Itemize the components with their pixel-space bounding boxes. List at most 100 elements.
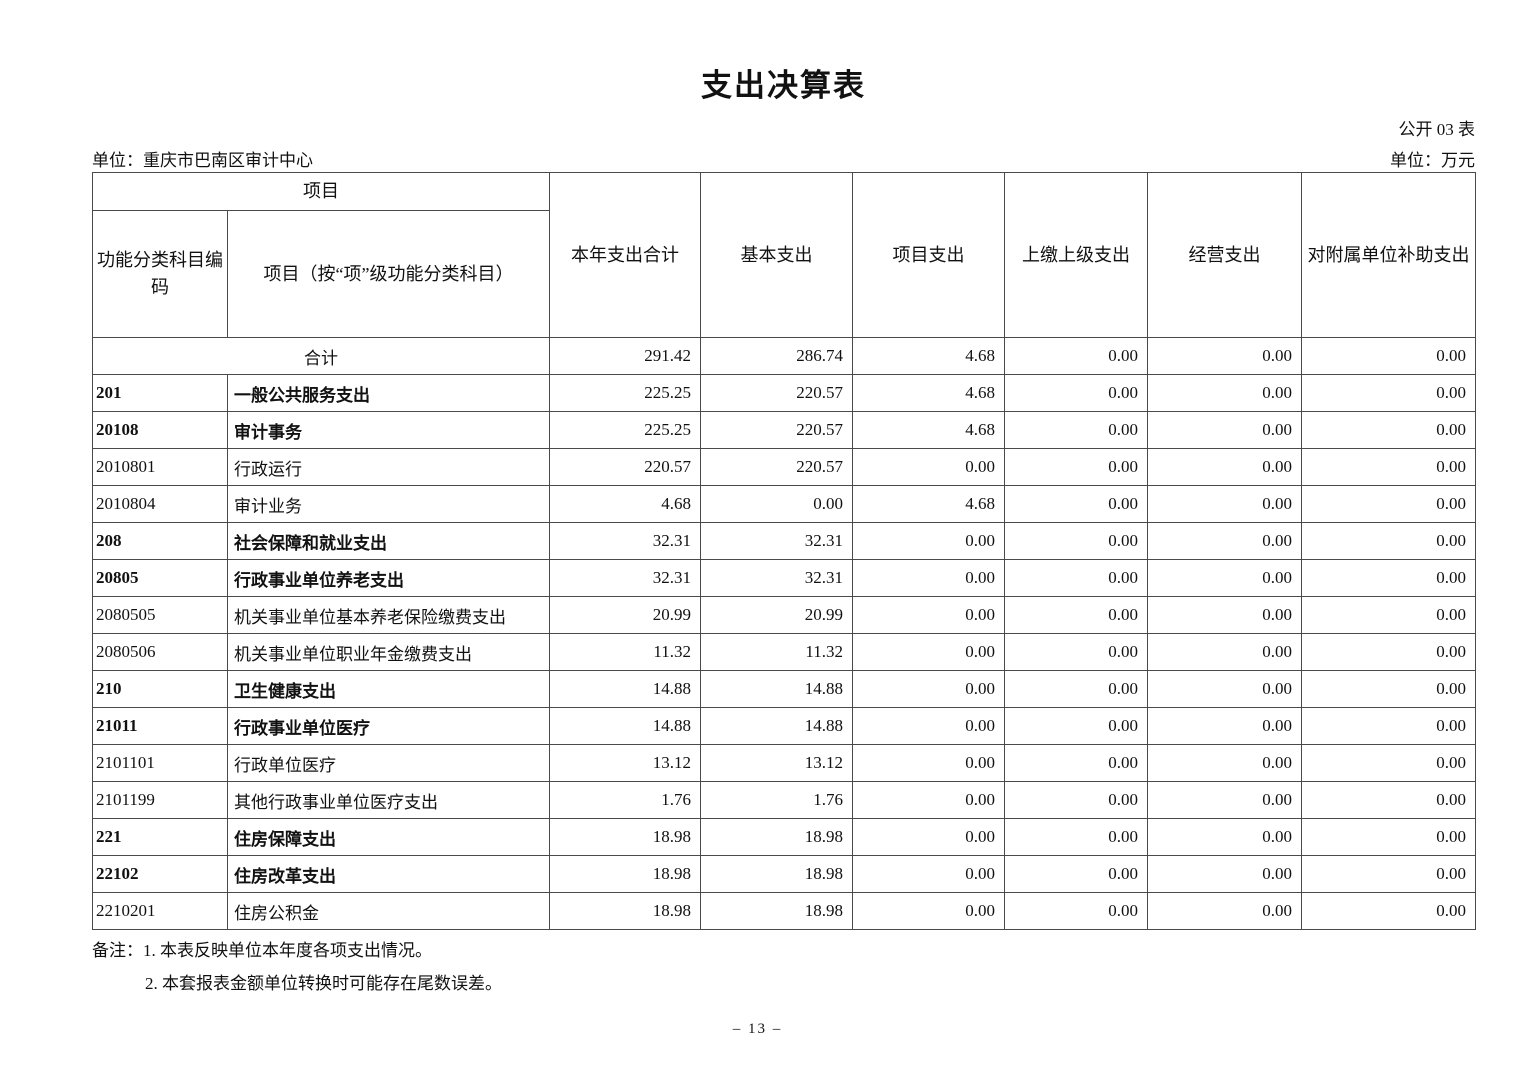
code-cell: 2101199 — [92, 781, 228, 819]
value-cell: 0.00 — [1301, 596, 1476, 634]
value-cell: 0.00 — [1301, 522, 1476, 560]
value-cell: 0.00 — [1301, 670, 1476, 708]
value-cell: 0.00 — [1301, 485, 1476, 523]
value-cell: 32.31 — [549, 559, 701, 597]
value-cell: 0.00 — [1004, 707, 1148, 745]
item-cell: 一般公共服务支出 — [227, 374, 550, 412]
header-col-upper-level: 上缴上级支出 — [1004, 172, 1148, 338]
value-cell: 286.74 — [700, 337, 853, 375]
value-cell: 0.00 — [1147, 485, 1302, 523]
note-item-2: 2. 本套报表金额单位转换时可能存在尾数误差。 — [145, 974, 502, 993]
value-cell: 14.88 — [700, 670, 853, 708]
value-cell: 0.00 — [1147, 522, 1302, 560]
item-cell: 机关事业单位基本养老保险缴费支出 — [227, 596, 550, 634]
code-cell: 2010801 — [92, 448, 228, 486]
value-cell: 18.98 — [700, 818, 853, 856]
value-cell: 0.00 — [1147, 596, 1302, 634]
code-cell: 2080505 — [92, 596, 228, 634]
item-cell: 住房改革支出 — [227, 855, 550, 893]
value-cell: 0.00 — [852, 670, 1005, 708]
value-cell: 0.00 — [852, 522, 1005, 560]
code-cell: 21011 — [92, 707, 228, 745]
value-cell: 0.00 — [1147, 744, 1302, 782]
value-cell: 0.00 — [1301, 707, 1476, 745]
item-cell: 行政运行 — [227, 448, 550, 486]
item-cell: 住房保障支出 — [227, 818, 550, 856]
table-header: 项目 本年支出合计 基本支出 项目支出 上缴上级支出 经营支出 对附属单位补助支… — [92, 172, 1476, 338]
value-cell: 0.00 — [1004, 522, 1148, 560]
page-number: – 13 – — [732, 1021, 783, 1037]
value-cell: 0.00 — [1147, 781, 1302, 819]
value-cell: 0.00 — [1004, 855, 1148, 893]
value-cell: 0.00 — [1004, 633, 1148, 671]
value-cell: 4.68 — [852, 485, 1005, 523]
total-label-cell: 合计 — [92, 337, 550, 375]
value-cell: 14.88 — [549, 707, 701, 745]
table-row: 2080505 机关事业单位基本养老保险缴费支出 20.99 20.99 0.00 0.0… — [92, 596, 1476, 634]
value-cell: 4.68 — [852, 337, 1005, 375]
table-row: 22102 住房改革支出 18.98 18.98 0.00 0.00 0.00 0.00 — [92, 855, 1476, 893]
value-cell: 0.00 — [1004, 818, 1148, 856]
value-cell: 20.99 — [549, 596, 701, 634]
page-title: 支出决算表 — [701, 68, 866, 103]
table-row: 20108 审计事务 225.25 220.57 4.68 0.00 0.00 0.00 — [92, 411, 1476, 449]
value-cell: 0.00 — [1004, 744, 1148, 782]
value-cell: 13.12 — [700, 744, 853, 782]
value-cell: 0.00 — [852, 707, 1005, 745]
item-cell: 审计事务 — [227, 411, 550, 449]
item-cell: 行政事业单位养老支出 — [227, 559, 550, 597]
note-line-1: 备注：1. 本表反映单位本年度各项支出情况。 — [92, 934, 502, 967]
public-table-label: 公开 03 表 — [1398, 120, 1476, 139]
value-cell: 0.00 — [1301, 855, 1476, 893]
value-cell: 220.57 — [549, 448, 701, 486]
value-cell: 0.00 — [1301, 744, 1476, 782]
item-cell: 卫生健康支出 — [227, 670, 550, 708]
header-project-group: 项目 — [92, 172, 550, 211]
value-cell: 4.68 — [852, 411, 1005, 449]
value-cell: 0.00 — [1004, 670, 1148, 708]
value-cell: 0.00 — [1147, 855, 1302, 893]
value-cell: 14.88 — [700, 707, 853, 745]
table-row: 210 卫生健康支出 14.88 14.88 0.00 0.00 0.00 0.00 — [92, 670, 1476, 708]
value-cell: 0.00 — [852, 744, 1005, 782]
value-cell: 0.00 — [1004, 411, 1148, 449]
item-cell: 其他行政事业单位医疗支出 — [227, 781, 550, 819]
table-row: 20805 行政事业单位养老支出 32.31 32.31 0.00 0.00 0.00 0.0… — [92, 559, 1476, 597]
table-row: 21011 行政事业单位医疗 14.88 14.88 0.00 0.00 0.00 0.00 — [92, 707, 1476, 745]
code-cell: 210 — [92, 670, 228, 708]
table-row: 2080506 机关事业单位职业年金缴费支出 11.32 11.32 0.00 0.00 0… — [92, 633, 1476, 671]
value-cell: 0.00 — [852, 596, 1005, 634]
value-cell: 0.00 — [852, 781, 1005, 819]
header-row-sub: 功能分类科目编码 项目（按“项”级功能分类科目） — [92, 210, 1476, 338]
value-cell: 0.00 — [1301, 448, 1476, 486]
value-cell: 291.42 — [549, 337, 701, 375]
note-line-2: 2. 本套报表金额单位转换时可能存在尾数误差。 — [92, 967, 502, 1000]
value-cell: 0.00 — [1301, 559, 1476, 597]
value-cell: 0.00 — [1004, 374, 1148, 412]
value-cell: 0.00 — [1301, 818, 1476, 856]
value-cell: 18.98 — [700, 892, 853, 930]
unit-line: 单位：重庆市巴南区审计中心 单位：万元 — [92, 146, 1475, 171]
value-cell: 0.00 — [1004, 596, 1148, 634]
notes-label: 备注： — [92, 941, 143, 960]
value-cell: 1.76 — [700, 781, 853, 819]
value-cell: 0.00 — [852, 448, 1005, 486]
table-row: 2210201 住房公积金 18.98 18.98 0.00 0.00 0.00 0.00 — [92, 892, 1476, 930]
unit-name-label: 单位：重庆市巴南区审计中心 — [92, 151, 313, 170]
value-cell: 0.00 — [1301, 337, 1476, 375]
value-cell: 32.31 — [700, 522, 853, 560]
code-cell: 208 — [92, 522, 228, 560]
value-cell: 0.00 — [1147, 448, 1302, 486]
item-cell: 行政事业单位医疗 — [227, 707, 550, 745]
code-cell: 22102 — [92, 855, 228, 893]
header-col-basic: 基本支出 — [700, 172, 853, 338]
value-cell: 1.76 — [549, 781, 701, 819]
value-cell: 0.00 — [1004, 448, 1148, 486]
value-cell: 18.98 — [700, 855, 853, 893]
header-col-annual-total: 本年支出合计 — [549, 172, 701, 338]
item-cell: 行政单位医疗 — [227, 744, 550, 782]
item-cell: 审计业务 — [227, 485, 550, 523]
code-cell: 2210201 — [92, 892, 228, 930]
value-cell: 225.25 — [549, 374, 701, 412]
